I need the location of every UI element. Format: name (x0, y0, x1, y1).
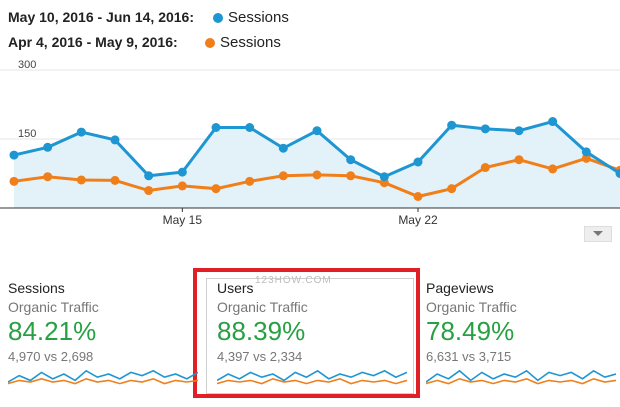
sessions-previous-point (447, 184, 457, 194)
card-percent: 78.49% (426, 316, 515, 346)
sessions-previous-dot-icon (205, 38, 215, 48)
sessions-current-point (581, 147, 591, 157)
card-percent: 88.39% (217, 316, 306, 346)
sessions-current-point (278, 143, 288, 153)
sessions-previous-point (211, 184, 221, 194)
sparkline-current (217, 369, 407, 382)
card-subtitle: Organic Traffic (426, 299, 517, 315)
sessions-current-point (514, 126, 524, 136)
sessions-current-point (43, 142, 53, 152)
chart-options-dropdown[interactable] (584, 226, 612, 242)
sessions-previous-point (514, 155, 524, 165)
users-card-border (206, 278, 414, 394)
sessions-previous-point (312, 170, 322, 180)
sessions-current-point (379, 172, 389, 182)
sessions-previous-point (76, 175, 86, 185)
sessions-previous-point (9, 176, 19, 186)
sessions-current-point (76, 127, 86, 137)
card-title: Sessions (8, 280, 65, 296)
sessions-previous-point (43, 172, 53, 182)
x-tick-label: May 15 (163, 213, 203, 227)
sessions-previous-point (413, 192, 423, 201)
users-card[interactable]: Users Organic Traffic 88.39% 4,397 vs 2,… (217, 280, 407, 364)
sparkline-previous (426, 377, 616, 385)
sessions-current-point (447, 120, 457, 130)
card-percent: 84.21% (8, 316, 97, 346)
sessions-line-chart[interactable]: 300 150 May 15 May 22 (0, 58, 620, 230)
y-tick-label: 150 (18, 128, 36, 140)
sparkline-previous (8, 377, 198, 385)
sessions-current-point (177, 167, 187, 177)
watermark-text: 123HOW.COM (255, 275, 332, 286)
sessions-previous-point (177, 181, 187, 191)
sessions-previous-point (581, 153, 591, 163)
sessions-current-point (110, 135, 120, 145)
chevron-down-icon (593, 231, 603, 236)
sessions-previous-point (278, 171, 288, 181)
legend-series-current[interactable]: Sessions (228, 9, 289, 26)
sessions-current-point (144, 171, 154, 181)
card-title: Pageviews (426, 280, 494, 296)
card-comparison: 6,631 vs 3,715 (426, 349, 512, 364)
sessions-card[interactable]: Sessions Organic Traffic 84.21% 4,970 vs… (8, 280, 198, 364)
sessions-previous-point (346, 171, 356, 181)
sessions-current-point (615, 169, 620, 178)
sessions-current-point (548, 117, 558, 127)
sessions-current-dot-icon (213, 13, 223, 23)
pageviews-sparkline (426, 369, 616, 385)
card-subtitle: Organic Traffic (8, 299, 99, 315)
sparkline-previous (217, 377, 407, 385)
sessions-current-area (14, 121, 620, 208)
sessions-previous-point (144, 186, 154, 196)
card-comparison: 4,970 vs 2,698 (8, 349, 94, 364)
date-range-current: May 10, 2016 - Jun 14, 2016: (8, 9, 194, 25)
sessions-current-point (312, 126, 322, 136)
card-comparison: 4,397 vs 2,334 (217, 349, 303, 364)
sessions-previous-point (245, 176, 255, 186)
sessions-previous-point (548, 164, 558, 174)
card-subtitle: Organic Traffic (217, 299, 308, 315)
x-tick-label: May 22 (398, 213, 438, 227)
sparkline-current (8, 369, 198, 383)
legend-current-range: May 10, 2016 - Jun 14, 2016: Sessions (8, 9, 289, 26)
sessions-current-point (245, 123, 255, 132)
sessions-current-point (211, 123, 221, 132)
highlight-annotation-box (193, 268, 420, 398)
y-tick-label: 300 (18, 59, 36, 71)
sessions-previous-point (110, 175, 120, 185)
sessions-current-point (9, 150, 19, 160)
sessions-current-point (413, 157, 423, 167)
sessions-sparkline (8, 369, 198, 385)
legend-previous-range: Apr 4, 2016 - May 9, 2016: Sessions (8, 34, 281, 51)
users-sparkline (217, 369, 407, 385)
card-title: Users (217, 280, 254, 296)
legend-series-previous[interactable]: Sessions (220, 34, 281, 51)
date-range-previous: Apr 4, 2016 - May 9, 2016: (8, 34, 178, 50)
pageviews-card[interactable]: Pageviews Organic Traffic 78.49% 6,631 v… (426, 280, 616, 364)
sessions-current-point (346, 155, 356, 165)
sessions-current-point (480, 124, 490, 134)
sparkline-current (426, 369, 616, 383)
sessions-previous-point (480, 163, 490, 173)
